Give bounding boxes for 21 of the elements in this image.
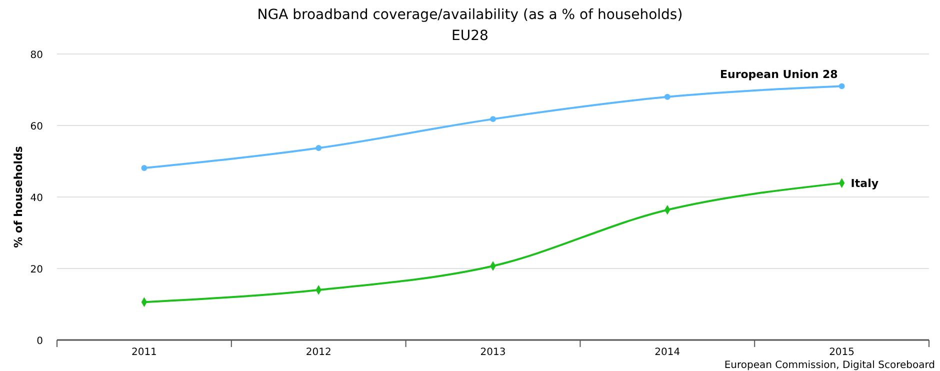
y-tick-label: 0: [36, 336, 43, 347]
x-tick-label: 2015: [829, 347, 855, 358]
y-tick-label: 80: [30, 50, 43, 61]
x-tick-label: 2012: [306, 347, 332, 358]
series-label: Italy: [850, 177, 879, 190]
series-label: European Union 28: [720, 68, 838, 82]
chart-title: NGA broadband coverage/availability (as a % of households): [257, 7, 683, 23]
x-tick-label: 2011: [131, 347, 157, 358]
chart-subtitle: EU28: [452, 28, 488, 44]
y-tick-label: 40: [30, 193, 43, 204]
point: [141, 165, 148, 172]
point: [838, 83, 845, 90]
x-tick-label: 2013: [480, 347, 506, 358]
point: [316, 145, 322, 151]
y-tick-label: 60: [30, 122, 43, 132]
y-axis-title: % of households: [12, 146, 25, 248]
point: [490, 116, 496, 122]
x-tick-label: 2014: [654, 347, 680, 358]
text: European Commission, Digital Scoreboard: [724, 360, 935, 371]
point: [664, 94, 670, 100]
y-tick-label: 20: [30, 264, 43, 276]
